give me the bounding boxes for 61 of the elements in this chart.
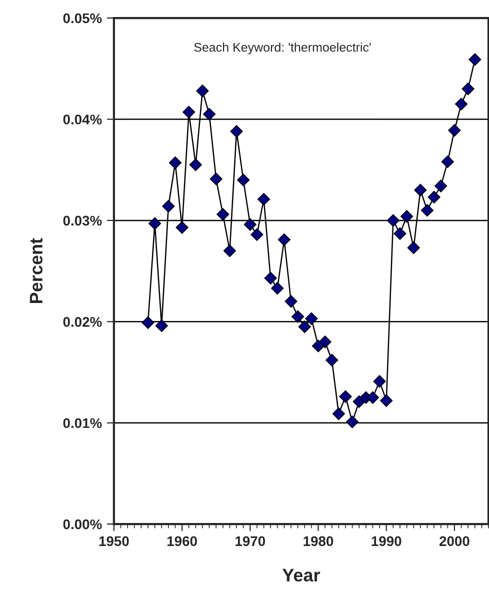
point <box>271 282 284 295</box>
point <box>210 172 222 186</box>
x-tick-label: 1970 <box>236 536 266 546</box>
point <box>468 53 482 66</box>
point <box>168 156 182 170</box>
point <box>189 158 202 172</box>
annotation: Seach Keyword: 'thermoelectric' <box>194 42 371 54</box>
y-axis-title: Percent <box>30 238 43 303</box>
point <box>230 125 243 138</box>
point <box>223 244 236 258</box>
point <box>148 217 162 230</box>
point <box>346 416 359 428</box>
y-tick-label: 0.02% <box>63 316 102 327</box>
point <box>292 310 304 323</box>
point <box>264 272 277 284</box>
point <box>380 394 393 407</box>
x-tick-label: 2000 <box>439 536 470 546</box>
point <box>441 155 454 168</box>
x-tick-label: 1980 <box>304 536 334 546</box>
point <box>216 208 230 221</box>
y-tick-label: 0.05% <box>63 13 102 24</box>
point <box>237 174 250 186</box>
point <box>428 190 440 204</box>
point <box>420 204 434 217</box>
point <box>250 228 264 241</box>
point <box>182 106 196 118</box>
point <box>298 320 311 334</box>
point <box>448 124 461 137</box>
x-tick-label: 1960 <box>167 536 197 546</box>
point <box>386 214 400 227</box>
x-axis-title: Year <box>282 568 320 582</box>
point <box>244 218 256 231</box>
point <box>434 180 448 192</box>
y-tick-label: 0.04% <box>63 114 102 124</box>
point <box>305 312 318 325</box>
x-tick-label: 1950 <box>99 536 129 546</box>
point <box>400 210 414 223</box>
point <box>176 221 188 234</box>
point <box>284 295 298 308</box>
x-tick-label: 1990 <box>372 536 402 546</box>
point <box>257 192 270 206</box>
point <box>366 391 380 404</box>
point <box>196 84 209 98</box>
point <box>339 390 352 403</box>
point <box>394 227 406 240</box>
point <box>373 375 386 388</box>
y-tick-label: 0.00% <box>63 519 102 530</box>
point <box>407 241 420 254</box>
point <box>162 200 175 213</box>
point <box>318 336 332 348</box>
point <box>454 98 468 110</box>
y-tick-label: 0.01% <box>63 418 102 428</box>
point <box>278 233 291 246</box>
point <box>462 82 474 96</box>
point <box>414 184 427 196</box>
y-tick-label: 0.03% <box>63 216 102 226</box>
point <box>142 316 154 329</box>
point <box>326 354 338 366</box>
point <box>202 108 216 120</box>
point <box>332 407 345 420</box>
point <box>155 319 168 332</box>
